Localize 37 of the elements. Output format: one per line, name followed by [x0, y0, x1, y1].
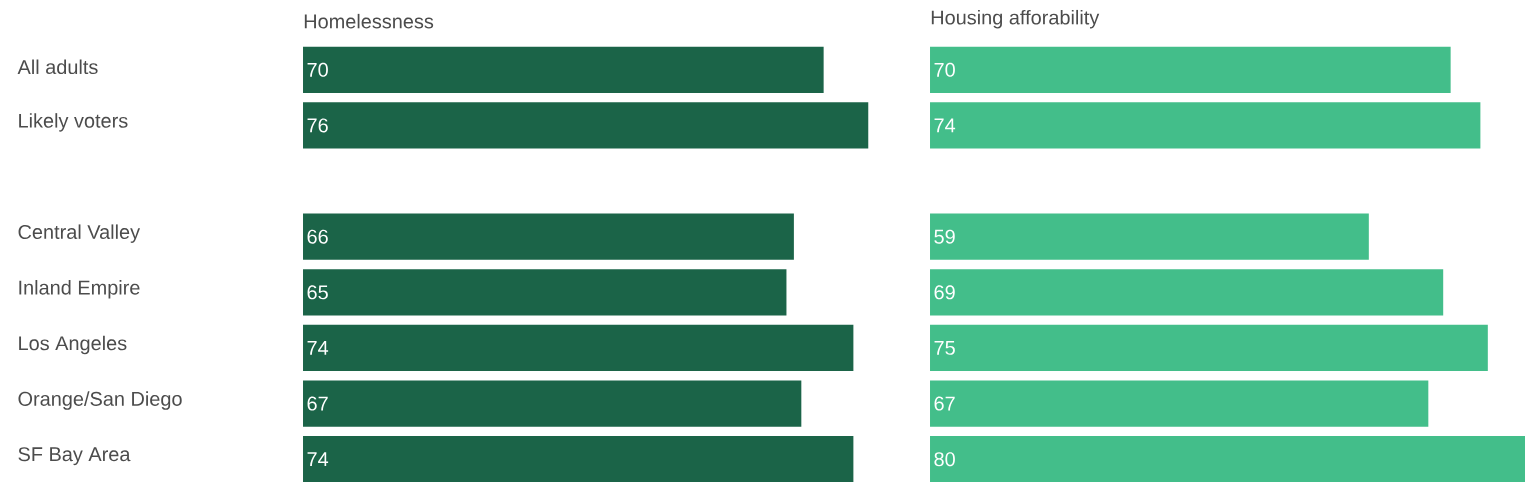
data-label: 67 [934, 396, 955, 411]
bar [303, 102, 869, 149]
bar [303, 436, 854, 482]
y-tick-label: Los Angeles [19, 335, 127, 355]
bar [930, 269, 1444, 316]
chart-title: Housing afforability [931, 9, 1100, 29]
bar [303, 324, 854, 372]
data-label: 75 [934, 340, 955, 355]
y-tick-label: Inland Empire [19, 280, 140, 299]
data-label: 70 [934, 62, 955, 77]
data-label: 66 [307, 229, 328, 244]
data-label: 67 [307, 396, 328, 411]
data-label: 80 [934, 452, 955, 467]
bar [303, 46, 824, 93]
y-tick-label: All adults [17, 59, 98, 75]
y-tick-label: Orange/San Diego [18, 391, 182, 410]
chart-title: Homelessness [304, 13, 434, 29]
bar [930, 324, 1488, 372]
data-label: 65 [307, 285, 328, 300]
bar [930, 46, 1451, 93]
bar [930, 213, 1369, 260]
bar [930, 436, 1525, 482]
data-label: 76 [307, 118, 328, 133]
bar [930, 380, 1429, 427]
bar [303, 269, 787, 316]
bar [930, 102, 1481, 149]
bar [303, 380, 802, 427]
data-label: 69 [934, 285, 955, 300]
bar [303, 213, 794, 260]
data-label: 59 [934, 229, 955, 244]
data-label: 74 [307, 341, 329, 355]
data-label: 74 [934, 118, 956, 133]
y-tick-label: Central Valley [18, 224, 141, 243]
y-tick-label: Likely voters [19, 113, 128, 132]
y-tick-label: SF Bay Area [18, 447, 131, 466]
data-label: 74 [307, 452, 329, 467]
data-label: 70 [307, 62, 328, 77]
